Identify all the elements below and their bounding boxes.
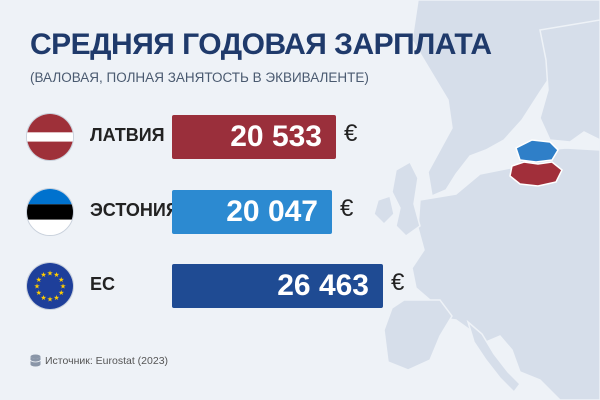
svg-text:★: ★ — [36, 289, 42, 297]
svg-text:★: ★ — [47, 270, 53, 278]
svg-text:★: ★ — [47, 296, 53, 304]
bar-value-label: 26 463 — [277, 269, 369, 302]
category-label: ЛАТВИЯ — [90, 125, 165, 145]
bar-value-label: 20 047 — [226, 195, 318, 228]
svg-text:★: ★ — [36, 276, 42, 284]
ireland-shape — [373, 195, 395, 226]
svg-text:★: ★ — [58, 289, 64, 297]
chart-row: ЛАТВИЯ 20 533 € — [0, 105, 600, 169]
category-label: ЕС — [90, 274, 116, 294]
italy-shape — [466, 319, 521, 394]
svg-text:★: ★ — [34, 283, 40, 291]
svg-text:★: ★ — [58, 276, 64, 284]
bar: 20 533 — [172, 115, 336, 159]
category-label: ЭСТОНИЯ — [90, 200, 179, 220]
chart-row: ★ ★ ★ ★ ★ ★ ★ ★ ★ ★ ★ ★ ЕС 26 463 € — [0, 254, 600, 318]
currency-unit-label: € — [391, 269, 405, 296]
svg-text:★: ★ — [60, 283, 66, 291]
svg-text:★: ★ — [53, 271, 59, 279]
bar: 20 047 — [172, 190, 332, 234]
currency-unit-label: € — [340, 195, 354, 222]
latvia-map-highlight — [509, 161, 563, 187]
mainland-europe-shape — [411, 147, 600, 400]
svg-text:★: ★ — [53, 294, 59, 302]
iberia-shape — [383, 299, 453, 371]
bar: 26 463 — [172, 264, 383, 308]
svg-text:★: ★ — [40, 294, 46, 302]
british-isles-shape — [391, 160, 421, 237]
eu-flag-icon: ★ ★ ★ ★ ★ ★ ★ ★ ★ ★ ★ ★ — [26, 262, 74, 310]
database-icon — [30, 354, 41, 367]
currency-unit-label: € — [344, 120, 358, 147]
latvia-flag-icon — [26, 113, 74, 161]
svg-text:★: ★ — [40, 271, 46, 279]
estonia-map-highlight — [515, 139, 559, 163]
source-text: Источник: Eurostat (2023) — [45, 355, 169, 367]
page-title: СРЕДНЯЯ ГОДОВАЯ ЗАРПЛАТА — [30, 28, 492, 61]
source-note: Источник: Eurostat (2023) — [30, 354, 168, 367]
chart-row: ЭСТОНИЯ 20 047 € — [0, 180, 600, 244]
bar-value-label: 20 533 — [230, 120, 322, 153]
finland-shape — [539, 19, 600, 143]
estonia-flag-icon — [26, 188, 74, 236]
page-subtitle: (ВАЛОВАЯ, ПОЛНАЯ ЗАНЯТОСТЬ В ЭКВИВАЛЕНТЕ… — [30, 70, 369, 85]
